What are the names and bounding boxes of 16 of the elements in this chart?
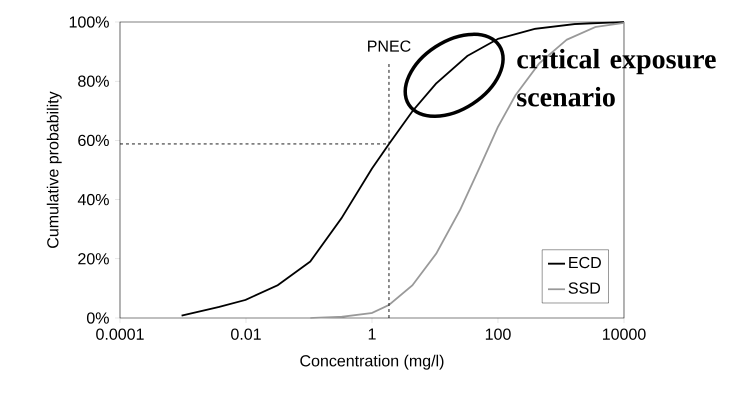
x-tick-label: 0.01 — [231, 328, 261, 340]
legend-label: SSD — [568, 282, 600, 294]
ref-line-label: PNEC — [368, 40, 411, 52]
x-tick-label: 10000 — [602, 328, 646, 340]
x-tick-label: 0.0001 — [96, 328, 144, 340]
y-tick-label: 40% — [78, 194, 109, 206]
y-tick-label: 20% — [78, 253, 109, 264]
y-tick-label: 80% — [78, 76, 109, 87]
y-tick-label: 0% — [86, 312, 109, 324]
x-axis-title: Concentration (mg/l) — [300, 354, 444, 370]
x-tick-label: 1 — [368, 328, 376, 340]
legend-label: ECD — [569, 256, 601, 268]
y-axis-title: Cumulative probability — [46, 91, 62, 248]
y-tick-label: 60% — [78, 134, 109, 146]
y-tick-label: 100% — [70, 16, 109, 28]
x-tick-label: 100 — [486, 328, 511, 340]
